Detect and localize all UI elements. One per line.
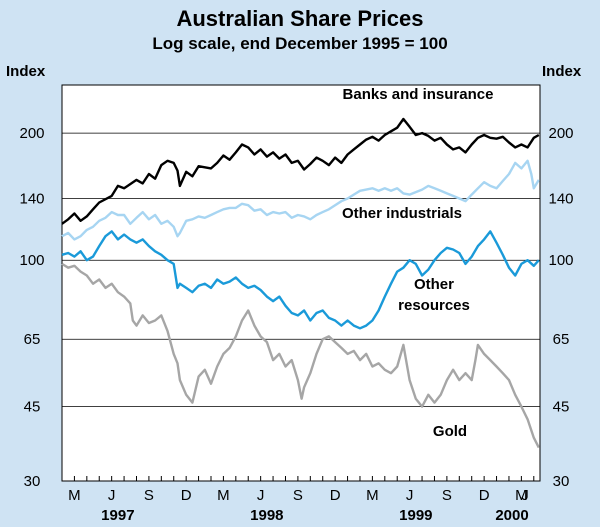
chart-title: Australian Share Prices <box>176 6 424 31</box>
year-label-1999: 1999 <box>399 507 432 524</box>
series-gold <box>61 262 540 449</box>
y-tick-left-45: 45 <box>24 399 41 416</box>
y-tick-right-65: 65 <box>553 331 570 348</box>
x-tick-label-9: J <box>406 487 414 504</box>
y-tick-left-100: 100 <box>19 252 44 269</box>
label-other-resources-line2: resources <box>398 297 470 314</box>
y-tick-right-200: 200 <box>548 125 573 142</box>
y-tick-left-65: 65 <box>24 331 41 348</box>
series-other-industrials <box>61 159 540 241</box>
label-other-resources-line1: Other <box>414 276 454 293</box>
year-label-1997: 1997 <box>101 507 134 524</box>
x-tick-labels: M J S D M J S D M J S D MJ <box>68 487 529 504</box>
y-axis-label-right: Index <box>542 63 582 80</box>
chart-subtitle: Log scale, end December 1995 = 100 <box>152 34 448 53</box>
y-tick-right-140: 140 <box>548 191 573 208</box>
label-banks-and-insurance: Banks and insurance <box>343 86 494 103</box>
label-other-industrials: Other industrials <box>342 205 462 222</box>
x-tick-label-4: M <box>217 487 230 504</box>
y-tick-left-140: 140 <box>19 191 44 208</box>
year-labels: 1997 1998 1999 2000 <box>101 507 529 524</box>
x-tick-label-1: J <box>108 487 116 504</box>
series-banks-and-insurance <box>61 117 540 225</box>
x-tick-label-12: M <box>515 487 528 504</box>
year-label-1998: 1998 <box>250 507 283 524</box>
x-tick-label-8: M <box>366 487 379 504</box>
x-ticks <box>61 476 535 481</box>
x-tick-label-5: J <box>257 487 265 504</box>
series-other-resources <box>61 230 540 330</box>
x-tick-label-13: J <box>521 487 529 504</box>
x-tick-label-6: S <box>293 487 303 504</box>
y-tick-labels: 30 30 45 45 65 65 100 100 140 140 200 200 <box>19 125 573 490</box>
x-tick-label-10: S <box>442 487 452 504</box>
y-tick-right-100: 100 <box>548 252 573 269</box>
y-tick-right-30: 30 <box>553 473 570 490</box>
year-label-2000: 2000 <box>495 507 528 524</box>
y-tick-left-200: 200 <box>19 125 44 142</box>
y-axis-label-left: Index <box>6 63 46 80</box>
series-lines <box>61 117 540 449</box>
x-tick-label-3: D <box>181 487 192 504</box>
x-tick-label-11: D <box>479 487 490 504</box>
x-tick-label-7: D <box>330 487 341 504</box>
x-tick-label-2: S <box>144 487 154 504</box>
x-tick-label-0: M <box>68 487 81 504</box>
label-gold: Gold <box>433 423 467 440</box>
y-tick-right-45: 45 <box>553 399 570 416</box>
plot-area <box>61 84 541 482</box>
y-tick-left-30: 30 <box>24 473 41 490</box>
